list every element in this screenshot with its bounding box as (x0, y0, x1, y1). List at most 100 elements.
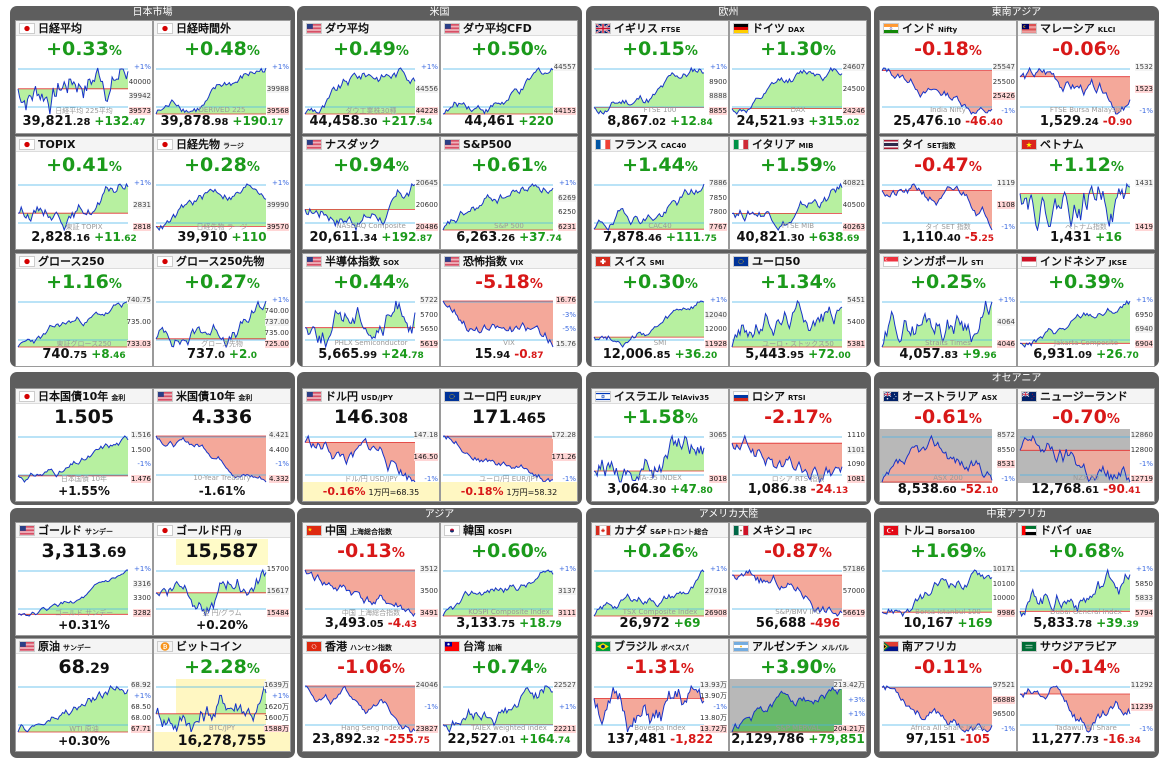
axis-label: 39570 (266, 223, 289, 231)
market-tile[interactable]: ユーロ円 EUR/JPY 172.28 171.26 -1% ユーロ/円 EUR/JPY 1… (440, 388, 578, 502)
market-tile[interactable]: グロース250 740.75 735.00 733.03 東証グロース250 +1.16%… (15, 253, 153, 367)
ch-flag-icon (595, 256, 611, 267)
market-tile[interactable]: 中国 上海総合指数 3512 3500 3491 中国 上海総合指数 -0.13% 3,493… (302, 522, 440, 636)
market-tile[interactable]: スイス SMI +1% 12040 12000 11928 SMI +0.30% 12,006.… (591, 253, 729, 367)
market-tile[interactable]: ゴールド円/g 15700 15617 15484 金 円/グラム 15,587 +0.20… (153, 522, 291, 636)
change-amount: +69 (673, 616, 701, 630)
market-tile[interactable]: シンガポール STI +1% 4064 4046 Straits Times +0.25% 4… (879, 253, 1017, 367)
tile-header: マレーシア KLCI (1018, 21, 1154, 36)
market-tile[interactable]: 韓国 KOSPI +1% 3137 3111 KOSPI Composite Index +… (440, 522, 578, 636)
axis-label: 6269 (558, 194, 576, 202)
market-tile[interactable]: イタリア MIB 40821 40500 40263 FTSE MIB +1.59% 40,8… (729, 136, 867, 250)
market-tile[interactable]: ニュージーランド 12860 12800 -1% 12719 NZX 50 -0.70% 12… (1017, 388, 1155, 502)
market-tile[interactable]: メキシコ IPC 57186 57000 56619 S&P/BMV IPC -0.87% 5… (729, 522, 867, 636)
market-tile[interactable]: 台湾 加権 22527 +1% 22211 TAIEX weighted index +0.… (440, 638, 578, 752)
market-tile[interactable]: フランス CAC40 7886 7850 7800 7767 CAC40 +1.44% 7,87… (591, 136, 729, 250)
axis-label: 39573 (128, 107, 151, 115)
change-amount: +18.79 (519, 616, 562, 630)
market-tile[interactable]: ベトナム 1431 1419 ベトナム指数 +1.12% 1,431 +16 (1017, 136, 1155, 250)
tile-header: シンガポール STI (880, 254, 1016, 269)
region-title (586, 372, 871, 386)
market-tile[interactable]: ドバイ UAE +1% 5850 5833 5794 Dubai General Index… (1017, 522, 1155, 636)
market-tile[interactable]: 日経平均 +1% 40000 39942 39573 日経平均 225平均 +0.33% 39… (15, 20, 153, 134)
axis-label: -1% (1001, 725, 1015, 733)
axis-label: 16.76 (555, 296, 576, 304)
market-tile[interactable]: 原油 サンデー 68.92 +1% 68.50 68.00 67.71 WTI 原油 68.29… (15, 638, 153, 752)
index-name: ニュージーランド (1040, 390, 1128, 403)
price-value: 11,277.73 -16.34 (1031, 732, 1141, 747)
market-tile[interactable]: 香港 ハンセン指数 24046 -1% 23827 Hang Seng Index -1.0… (302, 638, 440, 752)
market-tile[interactable]: 南アフリカ 97521 96888 96500 -1% Africa All Share … (879, 638, 1017, 752)
market-tile[interactable]: ドイツ DAX 24607 24500 24246 DAX +1.30% 24,521.93 +… (729, 20, 867, 134)
index-name: サウジアラビア (1040, 640, 1117, 653)
market-tile[interactable]: アルゼンチン メルバル 213.42万 +3% +1% 204.21万 S&P MERVAL… (729, 638, 867, 752)
market-tile[interactable]: トルコ Borsa100 10171 10100 10000 9986 Borsa Ista… (879, 522, 1017, 636)
index-name: 香港 ハンセン指数 (325, 640, 392, 653)
region-title: 東南アジア (991, 7, 1042, 18)
market-tile[interactable]: イスラエル TelAviv35 3065 3018 TA-35 INDEX +1.58% 3… (591, 388, 729, 502)
market-tile[interactable]: グロース250先物 +1% 740.00 737.00 735.00 725.00 グロース… (153, 253, 291, 367)
market-tile[interactable]: 半導体指数 SOX 5722 5700 5650 5619 PHLX Semiconduct… (302, 253, 440, 367)
tile-header: ブラジル ボベスパ (592, 639, 728, 654)
market-tile[interactable]: インドネシア JKSE +1% 6950 6940 6904 Jakarta Composi… (1017, 253, 1155, 367)
intraday-chart (17, 685, 129, 733)
market-tile[interactable]: 日経先物 ラージ +1% 39990 39570 日経先物 ラージ +0.28% 39,910… (153, 136, 291, 250)
intraday-chart (881, 67, 993, 115)
market-tile[interactable]: オーストラリア ASX 8572 8550 8531 -1% ASX 200 -0.61% 8,… (879, 388, 1017, 502)
index-name: 韓国 KOSPI (463, 524, 512, 537)
market-tile[interactable]: TOPIX +1% 2831 2818 東証 TOPIX +0.41% 2,828.16 +1… (15, 136, 153, 250)
market-tile[interactable]: カナダ S&Pトロント総合 +1% 27018 26908 TSX Composite I… (591, 522, 729, 636)
axis-label: 7850 (709, 194, 727, 202)
market-tile[interactable]: タイ SET指数 1119 1108 -1% タイ SET 指数 -0.47% 1,110.4… (879, 136, 1017, 250)
change-amount: +39.39 (1096, 616, 1139, 630)
market-tile[interactable]: 日経時間外 +1% 39988 39568 DERIVED 225 +0.48% 39,87… (153, 20, 291, 134)
index-name: アルゼンチン メルバル (752, 640, 849, 653)
market-tile[interactable]: ゴールド サンデー +1% 3316 3300 3282 ゴールド サンデー 3,313.69… (15, 522, 153, 636)
market-tile[interactable]: ₿ ビットコイン 1639万 +1% 1620万 1600万 1588万 BTC/JPY 16,… (153, 638, 291, 752)
tile-header: 香港 ハンセン指数 (303, 639, 439, 654)
us-flag-icon (19, 641, 35, 652)
market-tile[interactable]: マレーシア KLCI 1532 1523 -1% FTSE Bursa Malaysia -… (1017, 20, 1155, 134)
market-tile[interactable]: S&P500 +1% 6269 6250 6231 S&P 500 +0.61% 6,263.… (440, 136, 578, 250)
axis-label: 147.18 (413, 431, 438, 439)
market-tile[interactable]: ドル円 USD/JPY 147.18 146.50 -1% ドル/円 USD/JPY 146… (302, 388, 440, 502)
price-value: 137,481 -1,822 (606, 732, 714, 747)
chart-watermark: FTSE MIB (781, 222, 815, 230)
axis-label: 44556 (415, 85, 438, 93)
axis-label: 3111 (558, 609, 576, 617)
market-tile[interactable]: 米国債10年 金利 4.421 4.400 -1% 4.332 10-Year Treasu… (153, 388, 291, 502)
axis-label: -3% (562, 311, 576, 319)
market-tile[interactable]: 恐怖指数 VIX 16.76 -3% -5% 15.76 VIX -5.18% 15.94 -0.… (440, 253, 578, 367)
index-subname: サンデー (63, 644, 91, 652)
market-tile[interactable]: ユーロ50 5451 5400 5381 ユーロ・ストックス50 +1.34% 5,443.… (729, 253, 867, 367)
ae-flag-icon (1021, 525, 1037, 536)
chart-watermark: ユーロ・ストックス50 (762, 340, 834, 348)
market-tile[interactable]: ブラジル ボベスパ 13.93万 13.90万 -1% 13.80万 13.72万 Boves… (591, 638, 729, 752)
axis-label: 1600万 (264, 714, 289, 722)
axis-label: 3282 (133, 609, 151, 617)
region-title: 日本市場 (132, 7, 173, 18)
axis-label: -1% (137, 460, 151, 468)
market-tile[interactable]: ナスダック 20645 20600 20486 NASDAQ Composite +0.9… (302, 136, 440, 250)
market-tile[interactable]: サウジアラビア 11292 11239 -1% Tadawul All Share -0.… (1017, 638, 1155, 752)
price-value: 3,133.75 +18.79 (456, 616, 562, 631)
axis-label: 8550 (997, 446, 1015, 454)
tw-flag-icon (444, 641, 460, 652)
change-amount: +220 (518, 114, 554, 128)
market-tile[interactable]: 日本国債10年 金利 1.516 1.500 -1% 1.476 日本国債 10年 1.505… (15, 388, 153, 502)
intraday-chart (593, 183, 705, 231)
market-tile[interactable]: ダウ平均 +1% 44556 44228 ダウ工業株30種 +0.49% 44,458.30… (302, 20, 440, 134)
market-tile[interactable]: インド Nifty 25547 25500 25426 -1% India Nifty -0.… (879, 20, 1017, 134)
region-title: オセアニア (991, 373, 1042, 384)
my-flag-icon (1021, 23, 1037, 34)
market-tile[interactable]: ロシア RTSI 1110 1101 1090 1081 ロシア RTS 指数 -2.17% 1… (729, 388, 867, 502)
region-title: アメリカ大陸 (698, 509, 759, 520)
market-tile[interactable]: ダウ平均CFD 44557 44153 +0.50% 44,461 +220 (440, 20, 578, 134)
axis-label: 740.75 (126, 296, 151, 304)
change-percent: +0.60% (471, 540, 547, 562)
chart-watermark: 日経平均 225平均 (55, 107, 113, 115)
tile-header: 南アフリカ (880, 639, 1016, 654)
intraday-chart (304, 300, 416, 348)
axis-label: 735.00 (264, 329, 290, 337)
market-tile[interactable]: イギリス FTSE +1% 8900 8888 8855 FTSE 100 +0.15% 8,8… (591, 20, 729, 134)
